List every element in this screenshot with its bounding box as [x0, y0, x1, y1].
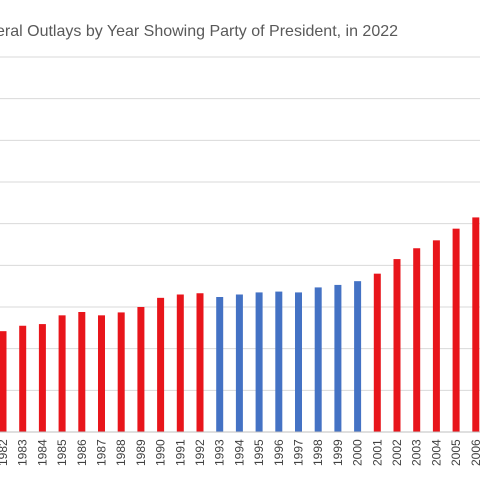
bar-1983 [19, 325, 27, 432]
bar-1982 [0, 331, 7, 432]
x-tick-label-2006: 2006 [469, 439, 480, 466]
bar-2006 [472, 217, 480, 432]
bars [0, 217, 480, 432]
x-tick-label-1997: 1997 [292, 439, 306, 466]
bar-2004 [432, 240, 440, 432]
bar-1994 [235, 294, 243, 432]
bar-1986 [78, 312, 86, 432]
x-tick-label-1985: 1985 [55, 439, 69, 466]
x-tick-label-1990: 1990 [154, 439, 168, 466]
x-tick-label-1999: 1999 [331, 439, 345, 466]
bar-2005 [452, 228, 460, 432]
bar-1988 [117, 312, 125, 432]
x-tick-label-1987: 1987 [95, 439, 109, 466]
x-tick-label-1982: 1982 [0, 439, 10, 466]
x-tick-label-2005: 2005 [449, 439, 463, 466]
x-tick-label-2004: 2004 [429, 439, 443, 466]
x-tick-label-2003: 2003 [410, 439, 424, 466]
bar-1992 [196, 293, 204, 432]
x-tick-label-1983: 1983 [16, 439, 30, 466]
bar-1990 [157, 297, 165, 432]
x-tick-label-1998: 1998 [311, 439, 325, 466]
bar-1987 [98, 315, 105, 432]
bar-1997 [295, 292, 302, 432]
x-tick-label-1986: 1986 [75, 439, 89, 466]
bar-1999 [334, 284, 342, 432]
x-tick-labels: 1982 1983 1984 1985 1986 1987 1988 1989 1990 1991… [0, 439, 480, 466]
x-tick-label-1994: 1994 [232, 439, 246, 466]
bar-2002 [393, 259, 401, 432]
bar-2000 [354, 281, 362, 432]
x-tick-label-1992: 1992 [193, 439, 207, 466]
x-tick-label-2001: 2001 [370, 439, 384, 466]
bar-1991 [176, 294, 184, 432]
bar-1989 [137, 307, 145, 432]
bar-1998 [314, 287, 322, 432]
x-tick-label-2002: 2002 [390, 439, 404, 466]
x-tick-label-1988: 1988 [114, 439, 128, 466]
bar-1995 [255, 292, 263, 432]
x-tick-label-1984: 1984 [35, 439, 49, 466]
bar-2001 [373, 273, 381, 432]
bar-2003 [413, 248, 421, 432]
bar-1984 [38, 324, 46, 432]
x-tick-label-2000: 2000 [351, 439, 365, 466]
chart-title: eral Outlays by Year Showing Party of Pr… [0, 23, 398, 40]
bar-1996 [275, 291, 283, 432]
bar-1993 [216, 297, 224, 432]
x-tick-label-1993: 1993 [213, 439, 227, 466]
x-tick-label-1989: 1989 [134, 439, 148, 466]
x-tick-label-1991: 1991 [173, 439, 187, 466]
x-tick-label-1995: 1995 [252, 439, 266, 466]
bar-1985 [58, 315, 66, 432]
x-tick-label-1996: 1996 [272, 439, 286, 466]
